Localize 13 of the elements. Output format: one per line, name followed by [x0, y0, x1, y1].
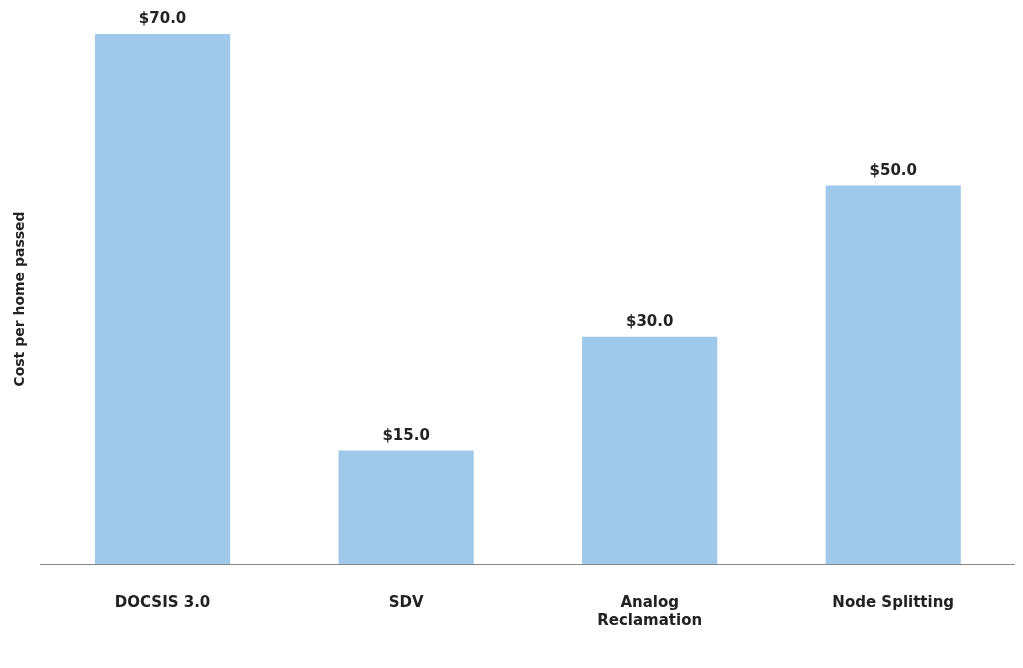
bar [825, 185, 961, 564]
x-tick-label: Node Splitting [832, 592, 955, 611]
x-tick-label: DOCSIS 3.0 [114, 592, 211, 611]
x-tick-label: Analog Reclamation [597, 592, 703, 629]
bar [94, 34, 231, 564]
data-label: $30.0 [625, 312, 674, 331]
data-label: $50.0 [869, 160, 917, 179]
data-label: $15.0 [382, 425, 430, 444]
bar [338, 450, 474, 564]
x-tick-label: SDV [388, 592, 424, 611]
y-axis-title: Cost per home passed [11, 211, 28, 387]
bar [582, 336, 718, 564]
data-label: $70.0 [138, 9, 187, 28]
